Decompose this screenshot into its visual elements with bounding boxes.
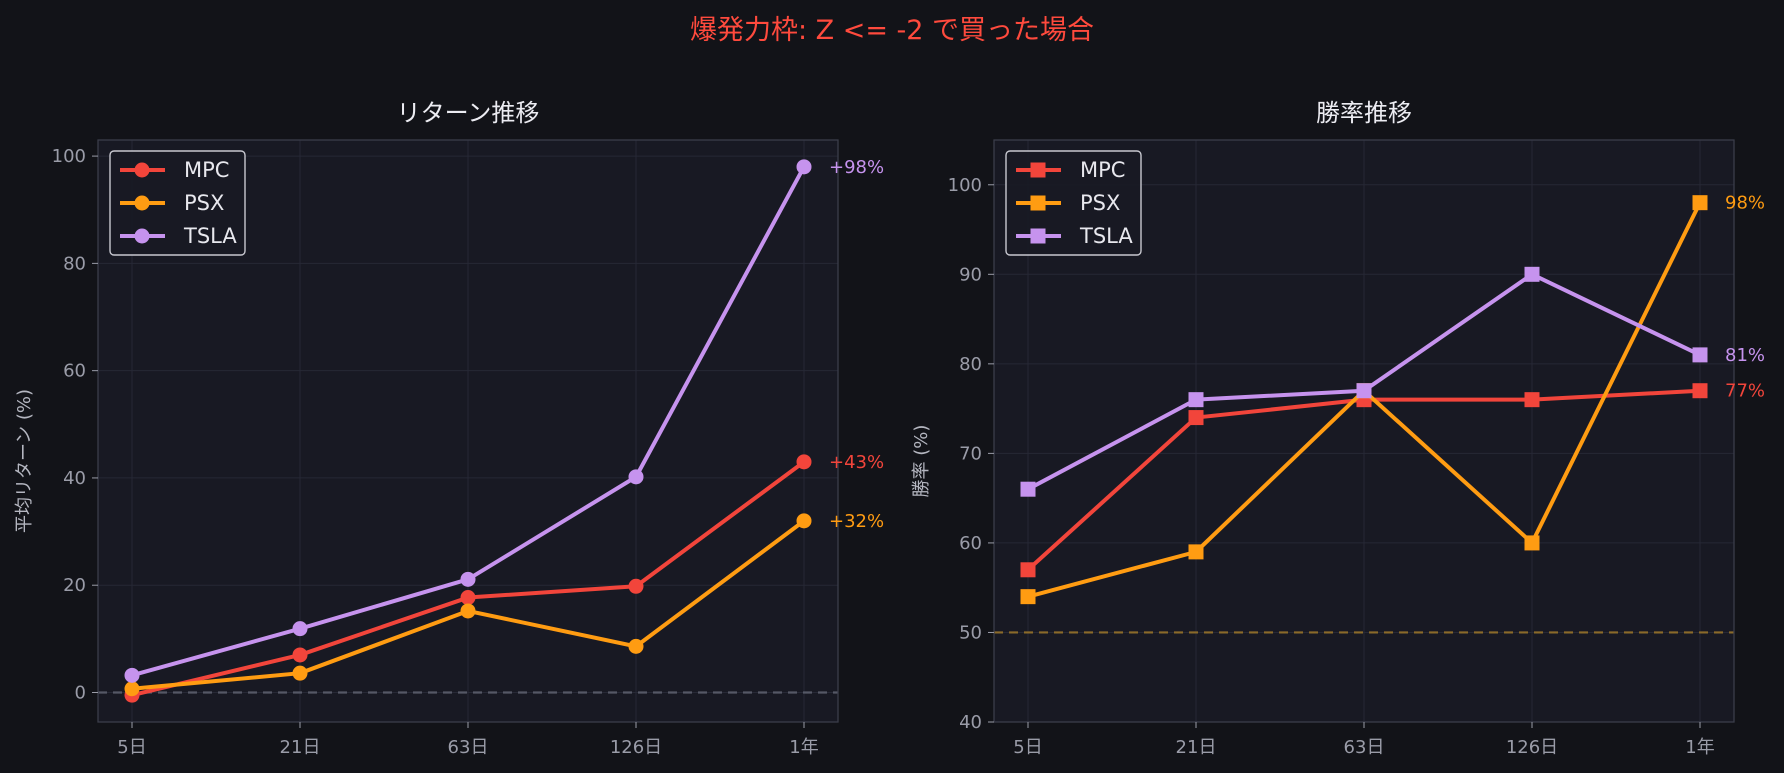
y-tick-label: 70 bbox=[959, 443, 982, 464]
y-tick-label: 60 bbox=[63, 361, 86, 382]
y-tick-label: 40 bbox=[959, 712, 982, 733]
legend: MPC PSX TSLA bbox=[109, 150, 246, 256]
end-value-label: +43% bbox=[829, 452, 884, 473]
data-point bbox=[628, 638, 644, 654]
legend-swatch-marker bbox=[1030, 228, 1046, 244]
x-tick-label: 63日 bbox=[448, 737, 489, 758]
data-point bbox=[1020, 562, 1036, 578]
y-tick-label: 80 bbox=[63, 253, 86, 274]
y-tick-label: 60 bbox=[959, 533, 982, 554]
data-point bbox=[292, 665, 308, 681]
data-point bbox=[1692, 383, 1708, 399]
data-point bbox=[628, 469, 644, 485]
legend-label: TSLA bbox=[1079, 224, 1133, 248]
legend-swatch-marker bbox=[1030, 162, 1046, 178]
data-point bbox=[1524, 392, 1540, 408]
legend: MPC PSX TSLA bbox=[1005, 150, 1142, 256]
y-tick-label: 80 bbox=[959, 354, 982, 375]
end-value-label: 81% bbox=[1725, 345, 1765, 366]
data-point bbox=[628, 578, 644, 594]
data-point bbox=[124, 681, 140, 697]
y-axis-label: 勝率 (%) bbox=[911, 425, 932, 498]
data-point bbox=[1356, 383, 1372, 399]
data-point bbox=[796, 454, 812, 470]
legend-swatch-marker bbox=[134, 162, 150, 178]
data-point bbox=[1524, 266, 1540, 282]
y-tick-label: 100 bbox=[948, 175, 982, 196]
series-tsla: 81% bbox=[1020, 266, 1765, 497]
figure-title: 爆発力枠: Z <= -2 で買った場合 bbox=[689, 15, 1095, 46]
x-tick-label: 63日 bbox=[1344, 737, 1385, 758]
data-point bbox=[1188, 410, 1204, 426]
legend-label: PSX bbox=[184, 191, 224, 215]
chart-title: リターン推移 bbox=[397, 99, 540, 127]
y-axis-label: 平均リターン (%) bbox=[14, 389, 35, 533]
end-value-label: +32% bbox=[829, 511, 884, 532]
y-tick-label: 20 bbox=[63, 575, 86, 596]
legend-swatch-marker bbox=[134, 228, 150, 244]
legend-label: TSLA bbox=[183, 224, 237, 248]
legend-label: MPC bbox=[1080, 158, 1125, 182]
end-value-label: +98% bbox=[829, 157, 884, 178]
data-point bbox=[292, 647, 308, 663]
data-point bbox=[1020, 481, 1036, 497]
data-point bbox=[1524, 535, 1540, 551]
x-tick-label: 126日 bbox=[1506, 737, 1558, 758]
y-tick-label: 40 bbox=[63, 468, 86, 489]
data-point bbox=[1692, 195, 1708, 211]
series-psx: +32% bbox=[124, 511, 884, 697]
legend-swatch-marker bbox=[134, 195, 150, 211]
x-tick-label: 1年 bbox=[789, 737, 818, 758]
x-tick-label: 21日 bbox=[1176, 737, 1217, 758]
data-point bbox=[796, 159, 812, 175]
series-mpc: +43% bbox=[124, 452, 884, 703]
y-tick-label: 90 bbox=[959, 264, 982, 285]
data-point bbox=[460, 590, 476, 606]
data-point bbox=[460, 571, 476, 587]
x-tick-label: 1年 bbox=[1685, 737, 1714, 758]
end-value-label: 98% bbox=[1725, 193, 1765, 214]
legend-swatch-marker bbox=[1030, 195, 1046, 211]
data-point bbox=[1188, 544, 1204, 560]
x-tick-label: 5日 bbox=[1013, 737, 1042, 758]
end-value-label: 77% bbox=[1725, 381, 1765, 402]
data-point bbox=[292, 621, 308, 637]
y-tick-label: 100 bbox=[52, 146, 86, 167]
x-tick-label: 5日 bbox=[117, 737, 146, 758]
y-tick-label: 50 bbox=[959, 622, 982, 643]
chart-title: 勝率推移 bbox=[1316, 99, 1412, 127]
y-tick-label: 0 bbox=[75, 682, 86, 703]
series-tsla: +98% bbox=[124, 157, 884, 683]
data-point bbox=[1020, 589, 1036, 605]
legend-label: PSX bbox=[1080, 191, 1120, 215]
x-tick-label: 21日 bbox=[280, 737, 321, 758]
data-point bbox=[1188, 392, 1204, 408]
data-point bbox=[796, 513, 812, 529]
x-tick-label: 126日 bbox=[610, 737, 662, 758]
legend-label: MPC bbox=[184, 158, 229, 182]
data-point bbox=[124, 667, 140, 683]
data-point bbox=[1692, 347, 1708, 363]
data-point bbox=[460, 603, 476, 619]
